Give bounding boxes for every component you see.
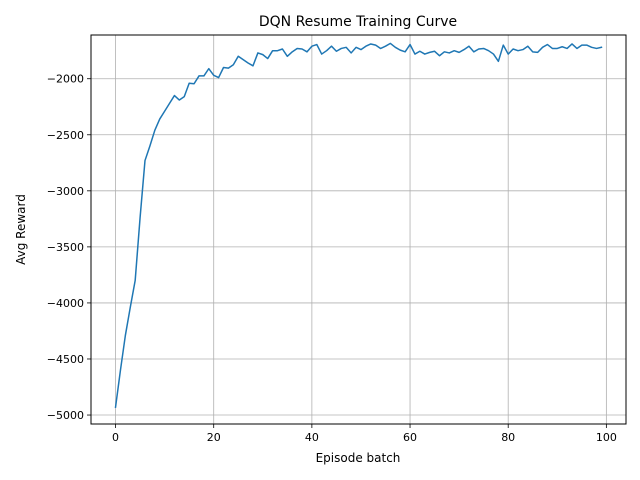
chart-title: DQN Resume Training Curve xyxy=(259,14,457,30)
x-tick-label: 60 xyxy=(403,431,417,444)
y-tick-label: −3000 xyxy=(47,185,84,198)
y-tick-label: −2000 xyxy=(47,73,84,86)
x-tick-label: 0 xyxy=(112,431,119,444)
x-axis-label: Episode batch xyxy=(316,451,401,465)
y-gridlines xyxy=(91,78,626,416)
plot-area xyxy=(91,35,626,424)
x-axis-ticks: 0 20 40 60 80 100 xyxy=(112,424,617,444)
x-tick-label: 80 xyxy=(501,431,515,444)
y-tick-label: −3500 xyxy=(47,241,84,254)
x-tick-label: 40 xyxy=(305,431,319,444)
y-axis-label: Avg Reward xyxy=(14,194,28,265)
y-tick-label: −4000 xyxy=(47,297,84,310)
y-tick-label: −4500 xyxy=(47,353,84,366)
y-tick-label: −2500 xyxy=(47,129,84,142)
y-axis-ticks: −5000 −4500 −4000 −3500 −3000 −2500 −2000 xyxy=(47,73,91,422)
x-tick-label: 100 xyxy=(596,431,617,444)
series-group xyxy=(114,42,603,409)
x-tick-label: 20 xyxy=(207,431,221,444)
y-tick-label: −5000 xyxy=(47,409,84,422)
plot-frame xyxy=(90,34,627,425)
series-line xyxy=(114,42,603,409)
